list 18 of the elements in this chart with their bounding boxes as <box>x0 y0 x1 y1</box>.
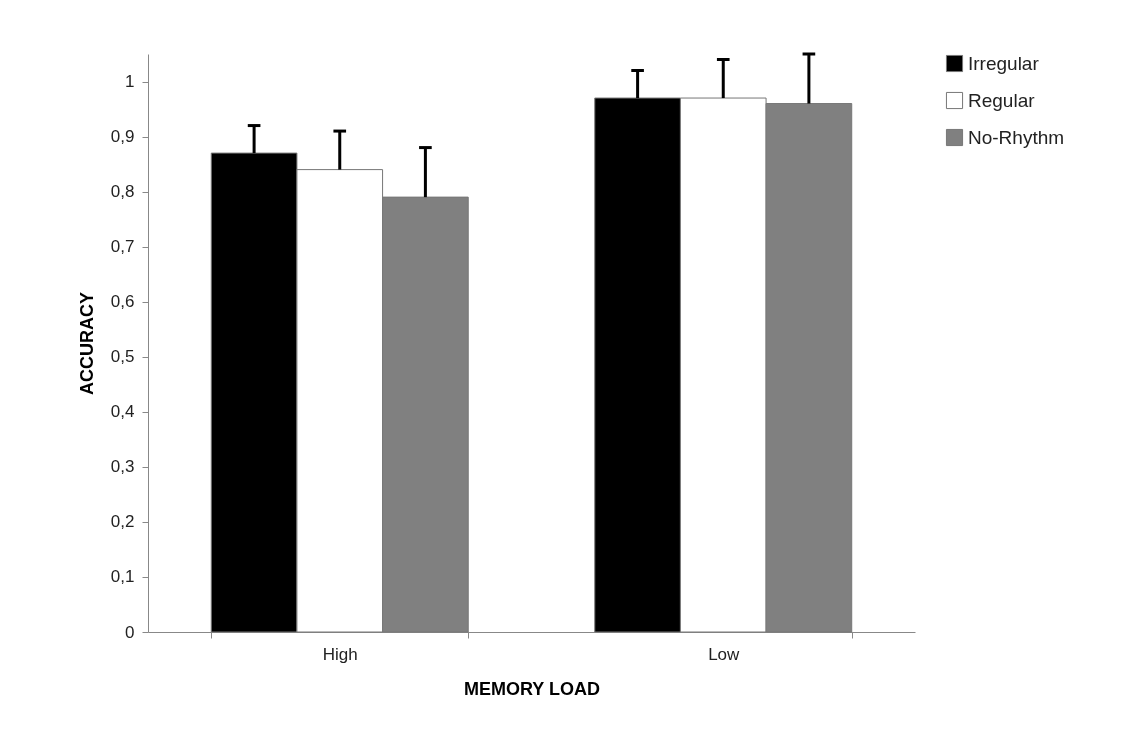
y-tick-label: 0,5 <box>110 347 135 367</box>
y-tick-label: 0 <box>125 622 135 642</box>
legend-label: Regular <box>968 89 1036 111</box>
y-tick-label: 0,8 <box>110 182 135 202</box>
legend-label: No-Rhythm <box>968 126 1065 148</box>
y-tick-label: 0,9 <box>110 127 135 147</box>
y-axis-title: ACCURACY <box>76 292 97 395</box>
y-tick-label: 0,6 <box>110 292 135 312</box>
x-tick-label: Low <box>708 644 741 664</box>
x-tick-label: High <box>322 644 358 664</box>
legend-label: Irregular <box>968 52 1040 74</box>
y-tick-label: 0,1 <box>110 567 135 587</box>
y-tick-label: 0,4 <box>110 402 135 422</box>
y-tick-label: 0,2 <box>110 512 135 532</box>
y-tick-label: 0,3 <box>110 457 135 477</box>
y-tick-label: 0,7 <box>110 237 135 257</box>
x-axis-title: MEMORY LOAD <box>463 678 601 699</box>
y-tick-label: 1 <box>125 72 135 92</box>
